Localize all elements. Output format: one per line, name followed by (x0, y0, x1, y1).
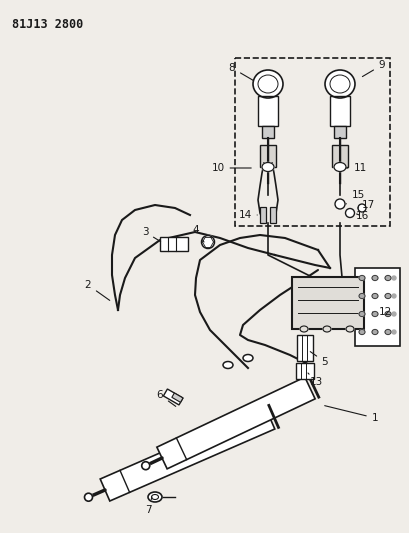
Bar (260, 145, 276, 167)
Ellipse shape (392, 276, 396, 280)
Ellipse shape (325, 70, 355, 98)
Bar (296, 363, 314, 379)
Polygon shape (157, 377, 315, 469)
Text: 13: 13 (308, 373, 323, 387)
Ellipse shape (385, 276, 391, 280)
Text: 2: 2 (85, 280, 110, 301)
Text: 11: 11 (346, 163, 366, 173)
Ellipse shape (335, 199, 345, 209)
Bar (292, 277, 364, 329)
Ellipse shape (346, 326, 354, 332)
Text: 16: 16 (355, 211, 369, 221)
Bar (172, 393, 183, 402)
Ellipse shape (392, 312, 396, 316)
Polygon shape (100, 407, 275, 501)
Ellipse shape (300, 326, 308, 332)
Bar (334, 126, 346, 138)
Text: 6: 6 (157, 390, 176, 406)
Text: 12: 12 (373, 307, 392, 317)
Text: 14: 14 (238, 210, 257, 220)
Ellipse shape (372, 329, 378, 335)
Bar (260, 207, 266, 223)
Text: 5: 5 (310, 352, 328, 367)
Ellipse shape (385, 311, 391, 317)
Ellipse shape (323, 326, 331, 332)
Bar (270, 207, 276, 223)
Ellipse shape (85, 493, 92, 501)
Text: 10: 10 (211, 163, 251, 173)
Text: 17: 17 (358, 200, 375, 210)
Text: 81J13 2800: 81J13 2800 (12, 18, 83, 31)
Text: 9: 9 (362, 60, 385, 77)
Bar (332, 145, 348, 167)
Ellipse shape (202, 236, 214, 248)
Bar (330, 96, 350, 126)
Text: 4: 4 (193, 225, 204, 242)
Bar (297, 335, 313, 361)
Text: 3: 3 (142, 227, 161, 241)
Ellipse shape (372, 276, 378, 280)
Ellipse shape (385, 294, 391, 298)
Bar (164, 389, 183, 405)
Ellipse shape (359, 294, 365, 298)
Ellipse shape (359, 276, 365, 280)
Ellipse shape (223, 361, 233, 368)
Ellipse shape (334, 163, 346, 172)
Ellipse shape (372, 311, 378, 317)
Ellipse shape (358, 204, 366, 212)
Bar (258, 96, 278, 126)
Bar (262, 126, 274, 138)
Text: 1: 1 (325, 406, 378, 423)
Ellipse shape (142, 462, 150, 470)
Bar (355, 268, 400, 346)
Text: 7: 7 (145, 497, 152, 515)
Ellipse shape (385, 329, 391, 335)
Text: 15: 15 (346, 190, 365, 204)
Ellipse shape (262, 163, 274, 172)
Bar (160, 237, 188, 251)
Ellipse shape (359, 311, 365, 317)
Ellipse shape (372, 294, 378, 298)
Bar (235, 58, 390, 226)
Ellipse shape (346, 208, 355, 217)
Ellipse shape (392, 330, 396, 334)
Text: 8: 8 (229, 63, 254, 80)
Ellipse shape (253, 70, 283, 98)
Ellipse shape (359, 329, 365, 335)
Ellipse shape (392, 294, 396, 298)
Ellipse shape (243, 354, 253, 361)
Ellipse shape (148, 492, 162, 502)
